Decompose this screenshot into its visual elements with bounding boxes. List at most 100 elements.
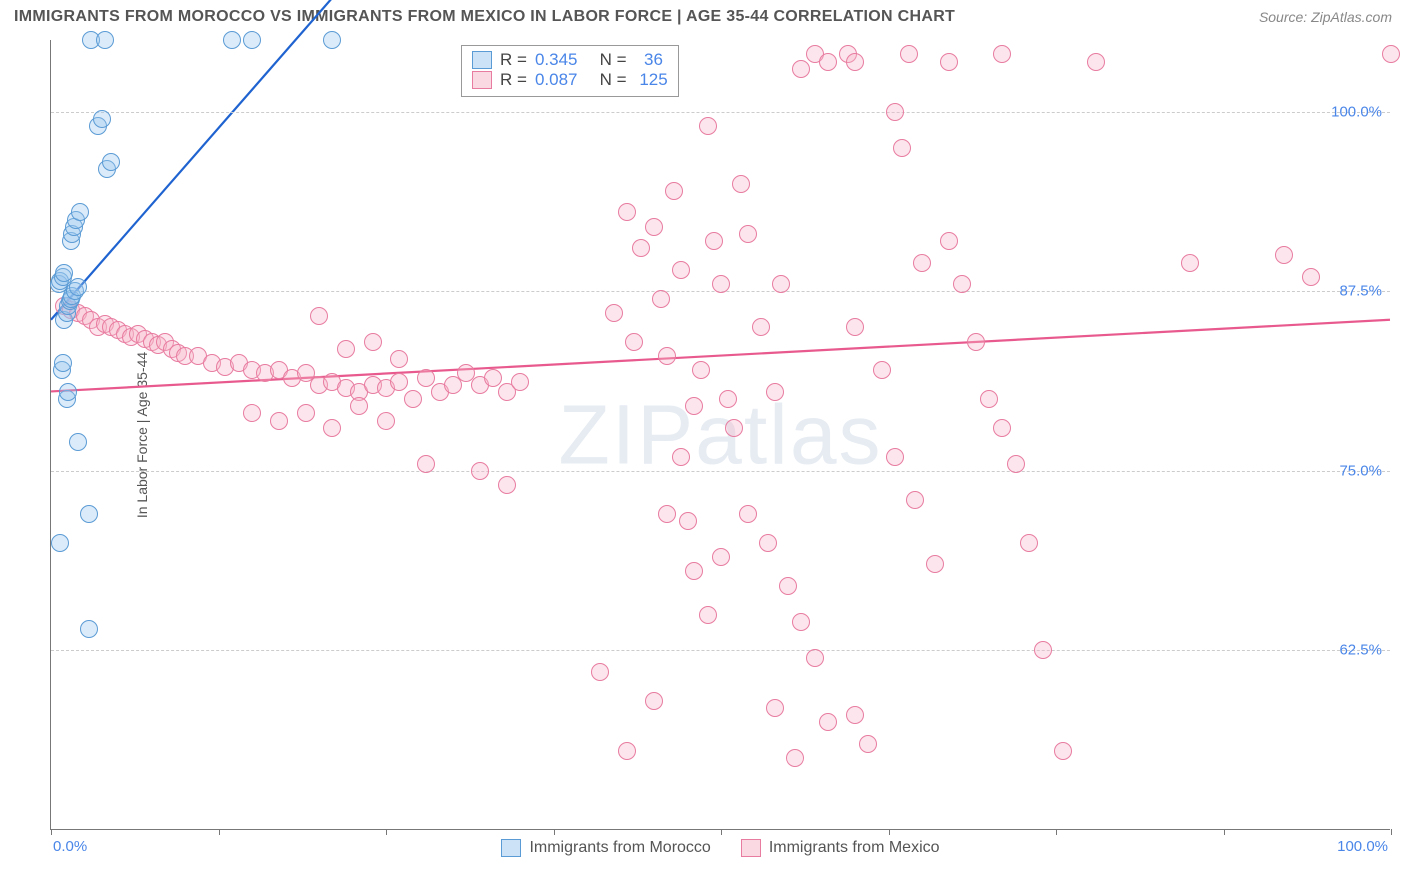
data-point-mexico	[779, 577, 797, 595]
x-tick-mark	[51, 829, 52, 835]
data-point-mexico	[873, 361, 891, 379]
data-point-mexico	[377, 412, 395, 430]
source-attribution: Source: ZipAtlas.com	[1259, 9, 1392, 25]
x-tick-mark	[889, 829, 890, 835]
data-point-mexico	[967, 333, 985, 351]
data-point-mexico	[1087, 53, 1105, 71]
data-point-morocco	[102, 153, 120, 171]
data-point-mexico	[699, 117, 717, 135]
y-axis-label: In Labor Force | Age 35-44	[134, 351, 150, 517]
data-point-mexico	[652, 290, 670, 308]
source-link[interactable]: ZipAtlas.com	[1311, 9, 1392, 25]
data-point-mexico	[685, 562, 703, 580]
x-tick-mark	[219, 829, 220, 835]
data-point-mexico	[665, 182, 683, 200]
data-point-mexico	[993, 419, 1011, 437]
data-point-mexico	[1054, 742, 1072, 760]
data-point-mexico	[1382, 45, 1400, 63]
plot-area: In Labor Force | Age 35-44 ZIPatlas R = …	[50, 40, 1390, 830]
data-point-mexico	[1020, 534, 1038, 552]
x-tick-mark	[554, 829, 555, 835]
source-prefix: Source:	[1259, 9, 1311, 25]
data-point-mexico	[786, 749, 804, 767]
data-point-mexico	[739, 225, 757, 243]
data-point-mexico	[605, 304, 623, 322]
data-point-mexico	[886, 448, 904, 466]
data-point-mexico	[792, 60, 810, 78]
legend-label-mexico: Immigrants from Mexico	[769, 839, 940, 857]
data-point-mexico	[511, 373, 529, 391]
data-point-morocco	[323, 31, 341, 49]
chart-container: IMMIGRANTS FROM MOROCCO VS IMMIGRANTS FR…	[0, 0, 1406, 892]
r-label: R =	[500, 70, 527, 90]
legend-item-mexico: Immigrants from Mexico	[741, 839, 940, 857]
trendline-mexico	[51, 320, 1390, 392]
data-point-morocco	[80, 620, 98, 638]
data-point-mexico	[404, 390, 422, 408]
data-point-mexico	[1302, 268, 1320, 286]
data-point-morocco	[71, 203, 89, 221]
data-point-mexico	[739, 505, 757, 523]
data-point-mexico	[692, 361, 710, 379]
data-point-mexico	[364, 333, 382, 351]
r-value-mexico: 0.087	[535, 70, 578, 90]
data-point-mexico	[766, 699, 784, 717]
data-point-morocco	[69, 433, 87, 451]
data-point-mexico	[484, 369, 502, 387]
y-tick-label: 75.0%	[1339, 462, 1382, 479]
data-point-mexico	[498, 476, 516, 494]
data-point-mexico	[900, 45, 918, 63]
data-point-mexico	[953, 275, 971, 293]
data-point-morocco	[59, 383, 77, 401]
data-point-mexico	[846, 706, 864, 724]
data-point-mexico	[886, 103, 904, 121]
data-point-mexico	[471, 462, 489, 480]
data-point-morocco	[51, 534, 69, 552]
data-point-mexico	[712, 275, 730, 293]
legend-item-morocco: Immigrants from Morocco	[501, 839, 710, 857]
data-point-morocco	[69, 278, 87, 296]
data-point-mexico	[859, 735, 877, 753]
correlation-row-morocco: R = 0.345 N = 36	[472, 50, 668, 70]
x-tick-mark	[721, 829, 722, 835]
gridline	[51, 650, 1390, 651]
data-point-morocco	[55, 264, 73, 282]
data-point-mexico	[712, 548, 730, 566]
data-point-mexico	[591, 663, 609, 681]
data-point-mexico	[243, 404, 261, 422]
data-point-mexico	[390, 350, 408, 368]
data-point-mexico	[1034, 641, 1052, 659]
data-point-mexico	[893, 139, 911, 157]
x-tick-mark	[1391, 829, 1392, 835]
gridline	[51, 471, 1390, 472]
x-tick-mark	[386, 829, 387, 835]
data-point-morocco	[223, 31, 241, 49]
data-point-mexico	[323, 419, 341, 437]
data-point-mexico	[913, 254, 931, 272]
data-point-mexico	[672, 448, 690, 466]
swatch-morocco-icon	[472, 51, 492, 69]
n-value-mexico: 125	[639, 70, 667, 90]
series-legend: Immigrants from Morocco Immigrants from …	[51, 839, 1390, 857]
x-tick-mark	[1056, 829, 1057, 835]
data-point-mexico	[417, 369, 435, 387]
watermark-zip: ZIP	[558, 387, 695, 481]
data-point-mexico	[993, 45, 1011, 63]
data-point-mexico	[940, 232, 958, 250]
data-point-mexico	[980, 390, 998, 408]
data-point-mexico	[719, 390, 737, 408]
data-point-mexico	[658, 505, 676, 523]
data-point-mexico	[926, 555, 944, 573]
data-point-mexico	[297, 404, 315, 422]
header: IMMIGRANTS FROM MOROCCO VS IMMIGRANTS FR…	[14, 8, 1392, 26]
data-point-mexico	[846, 53, 864, 71]
data-point-mexico	[1275, 246, 1293, 264]
data-point-mexico	[390, 373, 408, 391]
data-point-mexico	[759, 534, 777, 552]
r-value-morocco: 0.345	[535, 50, 578, 70]
data-point-mexico	[819, 53, 837, 71]
swatch-mexico-icon	[741, 839, 761, 857]
data-point-mexico	[766, 383, 784, 401]
data-point-mexico	[625, 333, 643, 351]
r-label: R =	[500, 50, 527, 70]
